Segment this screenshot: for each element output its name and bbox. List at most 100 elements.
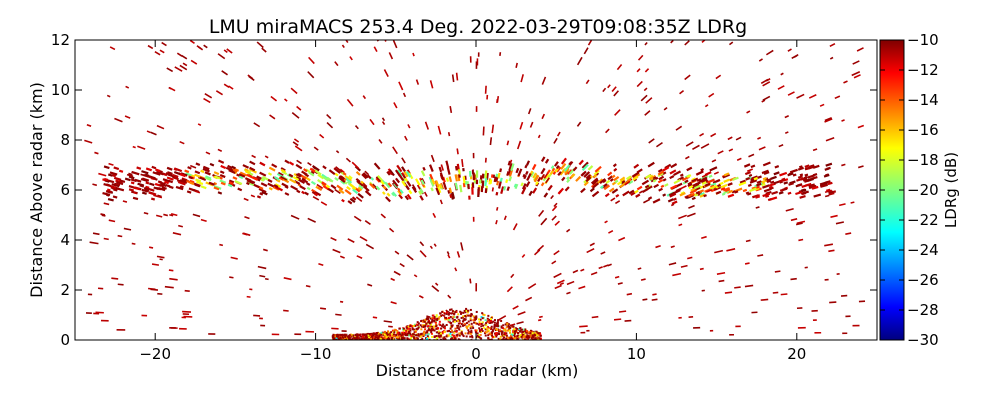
data-cell (501, 338, 504, 340)
colorbar-tick-label: −10 (907, 31, 939, 49)
data-cell (541, 76, 547, 85)
data-cell (338, 176, 346, 183)
data-cell (375, 333, 378, 336)
data-cell (504, 330, 507, 333)
data-cell (440, 327, 443, 330)
data-cell (248, 75, 255, 82)
data-cell (556, 279, 565, 285)
data-cell (502, 337, 505, 340)
data-cell (691, 177, 699, 183)
data-cell (156, 255, 165, 259)
data-cell (419, 324, 422, 327)
data-cell (250, 175, 258, 181)
data-cell (420, 325, 423, 328)
data-cell (321, 181, 327, 186)
data-cell (489, 320, 492, 323)
data-cell (429, 325, 432, 328)
data-cell (721, 192, 726, 196)
data-cell (168, 269, 174, 272)
colorbar-tick-label: −18 (907, 151, 939, 169)
data-cell (647, 196, 653, 200)
data-cell (539, 334, 542, 337)
data-cell (533, 338, 536, 340)
data-cell (457, 324, 460, 327)
data-cell (570, 173, 576, 179)
data-cell (397, 336, 400, 339)
data-cell (267, 178, 273, 183)
data-cell (345, 334, 348, 337)
data-cell (401, 331, 404, 334)
data-cell (103, 237, 109, 241)
data-cell (685, 155, 690, 160)
data-cell (746, 110, 751, 114)
data-cell (496, 96, 500, 103)
data-cell (394, 250, 400, 255)
data-cell (643, 198, 651, 204)
data-cell (540, 156, 546, 163)
data-cell (480, 328, 483, 331)
data-cell (358, 338, 361, 340)
data-cell (728, 41, 734, 46)
data-cell (141, 177, 150, 182)
data-cell (388, 52, 394, 60)
data-cell (554, 220, 560, 226)
data-cell (219, 170, 225, 175)
data-cell (186, 190, 192, 194)
data-cell (521, 330, 524, 333)
data-cell (447, 320, 450, 323)
data-cell (381, 117, 386, 122)
data-cell (330, 236, 337, 242)
data-cell (687, 183, 693, 188)
data-cell (708, 92, 715, 98)
data-cell (283, 309, 289, 312)
data-cell (452, 320, 455, 323)
data-cell (161, 41, 167, 47)
data-cell (596, 178, 604, 185)
data-cell (436, 327, 439, 330)
data-cell (362, 172, 369, 179)
data-cell (179, 140, 185, 145)
data-cell (259, 161, 266, 167)
colorbar-label: LDRg (dB) (942, 152, 960, 228)
data-cell (796, 93, 805, 99)
data-cell (421, 337, 424, 340)
data-cell (419, 338, 422, 340)
data-cell (746, 168, 754, 173)
data-cell (244, 170, 251, 175)
data-cell (495, 333, 498, 336)
data-cell (454, 327, 457, 330)
data-cell (534, 331, 537, 334)
data-cell (607, 263, 612, 267)
data-cell (515, 167, 520, 174)
data-cell (748, 153, 755, 158)
data-cell (696, 178, 702, 182)
data-cell (560, 157, 567, 165)
data-cell (841, 163, 846, 167)
data-cell (259, 171, 267, 177)
data-cell (795, 222, 803, 226)
data-cell (628, 189, 635, 195)
data-cell (478, 330, 481, 333)
data-cell (111, 174, 117, 178)
data-cell (662, 193, 667, 197)
data-cell (559, 169, 566, 176)
data-cell (371, 333, 374, 336)
data-cell (502, 327, 505, 330)
data-cell (458, 319, 461, 322)
data-cell (807, 177, 814, 182)
data-cell (143, 211, 149, 215)
data-cell (454, 311, 457, 314)
data-cell (686, 212, 696, 218)
data-cell (538, 319, 542, 322)
data-cell (797, 166, 804, 171)
y-tick-label: 6 (60, 181, 70, 199)
data-cell (761, 169, 769, 175)
data-cell (743, 163, 751, 168)
data-cell (438, 323, 441, 326)
data-cell (111, 183, 120, 188)
data-cell (388, 338, 391, 340)
data-cell (554, 284, 562, 290)
data-cell (446, 330, 449, 333)
data-cell (380, 331, 383, 334)
data-cell (644, 184, 650, 189)
